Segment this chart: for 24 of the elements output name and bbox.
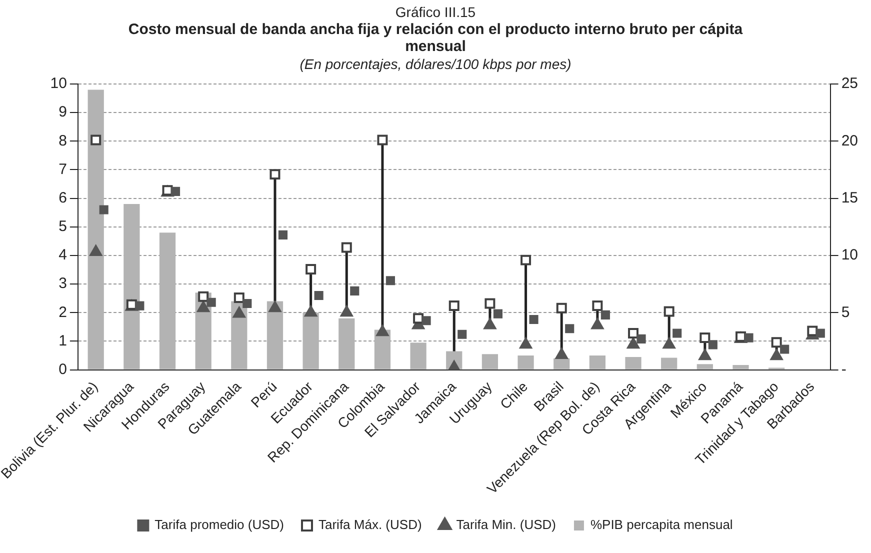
y-tick-label: 10: [50, 75, 67, 92]
legend-label: Tarifa Máx. (USD): [318, 517, 422, 532]
chart-title: Costo mensual de banda ancha fija y relación con el producto interno bruto per cápita mensual: [127, 21, 744, 55]
y-tick-label: 0: [58, 360, 67, 378]
y-tick-label: 5: [58, 218, 67, 236]
y-tick-label: 3: [58, 275, 67, 292]
legend-label: %PIB percapita mensual: [590, 517, 733, 532]
y2-tick-label: 25: [841, 75, 858, 92]
y-tick-label: 7: [58, 160, 67, 178]
y2-tick-label: -: [841, 360, 846, 378]
text: Gráfico III.15: [394, 4, 477, 20]
y2-tick-label: 5: [841, 304, 850, 321]
y-tick-label: 4: [58, 246, 67, 264]
y-tick-label: 1: [58, 332, 67, 350]
y2-tick-label: 15: [841, 189, 858, 206]
y2-tick-label: 20: [841, 132, 858, 150]
legend-label: Tarifa promedio (USD): [154, 517, 284, 532]
y2-tick-label: 10: [841, 246, 858, 264]
chart-subtitle: (En porcentajes, dólares/100 kbps por mes): [298, 56, 572, 72]
y-tick-label: 8: [58, 132, 67, 150]
legend-label: Tarifa Min. (USD): [456, 517, 556, 532]
y-tick-label: 6: [58, 189, 67, 206]
y-tick-label: 2: [58, 304, 67, 321]
y-tick-label: 9: [58, 104, 67, 121]
